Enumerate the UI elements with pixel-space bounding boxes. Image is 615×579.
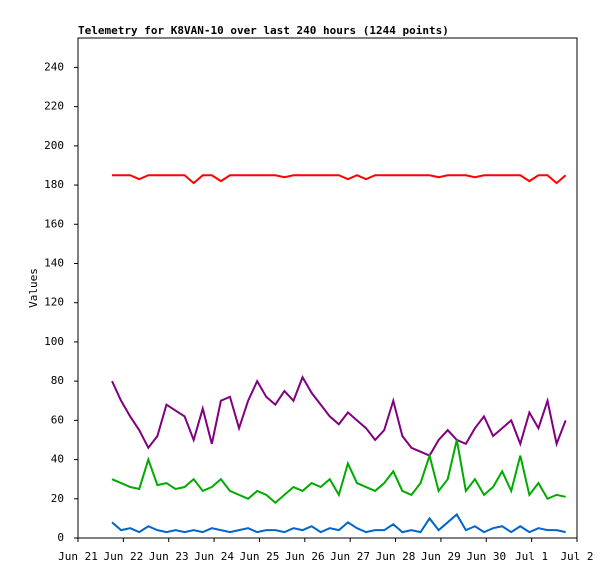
series-line [111, 374, 567, 457]
x-tick-label: Jun 23 [149, 550, 189, 563]
x-tick-label: Jun 29 [421, 550, 461, 563]
x-tick-label: Jun 30 [466, 550, 506, 563]
series-line [112, 174, 567, 185]
y-tick-label: 60 [51, 413, 64, 426]
y-tick-label: 140 [44, 256, 64, 269]
y-tick-label: 240 [44, 60, 64, 73]
y-tick-label: 200 [44, 139, 64, 152]
y-tick-label: 160 [44, 217, 64, 230]
y-axis-label: Values [27, 268, 40, 308]
x-tick-label: Jun 27 [330, 550, 370, 563]
y-tick-label: 220 [44, 100, 64, 113]
x-tick-label: Jul 2 [560, 550, 593, 563]
series-line [111, 439, 566, 505]
y-tick-label: 40 [51, 453, 64, 466]
x-tick-label: Jun 21 [58, 550, 98, 563]
x-tick-label: Jun 28 [376, 550, 416, 563]
y-tick-label: 20 [51, 492, 64, 505]
series-line [111, 512, 566, 534]
y-tick-label: 80 [51, 374, 64, 387]
y-tick-label: 100 [44, 335, 64, 348]
x-tick-label: Jun 22 [103, 550, 143, 563]
y-tick-label: 180 [44, 178, 64, 191]
chart-title: Telemetry for K8VAN-10 over last 240 hou… [78, 24, 449, 37]
plot-frame [77, 37, 578, 539]
y-tick-label: 120 [44, 296, 64, 309]
x-tick-label: Jun 26 [285, 550, 325, 563]
x-tick-label: Jun 24 [194, 550, 234, 563]
y-tick-label: 0 [57, 531, 64, 544]
x-tick-label: Jul 1 [515, 550, 548, 563]
x-tick-label: Jun 25 [240, 550, 280, 563]
